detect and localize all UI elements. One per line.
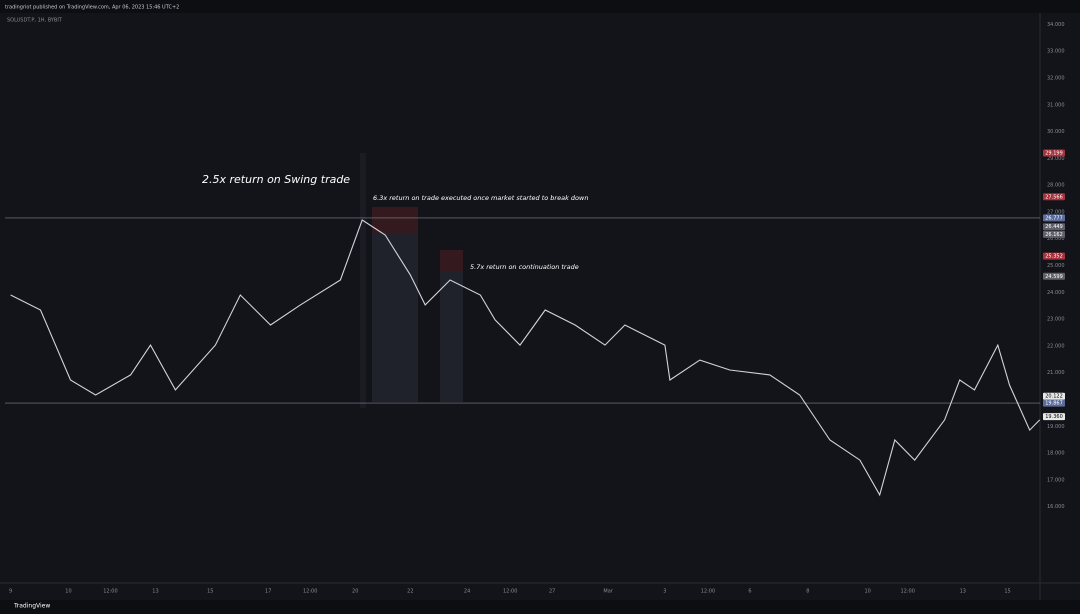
y-tick-label: 24.000 <box>1047 290 1065 296</box>
price-label: 29.199 <box>1045 151 1063 157</box>
y-tick-label: 22.000 <box>1047 343 1065 349</box>
annotation: 5.7x return on continuation trade <box>470 263 579 271</box>
stop-zone <box>372 207 418 233</box>
price-label: 19.360 <box>1045 414 1063 420</box>
price-label-box <box>1043 392 1065 400</box>
y-tick-label: 30.000 <box>1047 129 1065 135</box>
x-tick-label: 13 <box>152 589 158 595</box>
y-tick-label: 18.000 <box>1047 451 1065 457</box>
x-tick-label: 8 <box>806 589 809 595</box>
target-zone <box>440 272 463 402</box>
x-tick-label: 12:00 <box>701 589 715 595</box>
price-label: 24.599 <box>1045 274 1063 280</box>
x-tick-label: 22 <box>407 589 413 595</box>
price-label-box <box>1043 252 1065 260</box>
y-tick-label: 34.000 <box>1047 22 1065 28</box>
header-bar <box>0 0 1080 13</box>
y-tick-label: 28.000 <box>1047 183 1065 189</box>
price-line <box>10 219 1041 497</box>
x-tick-label: 3 <box>663 589 666 595</box>
footer: TradingView <box>13 603 50 610</box>
x-tick-label: 6 <box>748 589 751 595</box>
y-tick-label: 23.000 <box>1047 317 1065 323</box>
price-label: 27.566 <box>1045 194 1063 200</box>
x-tick-label: 12:00 <box>503 589 517 595</box>
price-label: 25.352 <box>1045 254 1063 260</box>
price-label: 20.122 <box>1045 394 1063 400</box>
price-label: 26.449 <box>1045 224 1063 230</box>
y-tick-label: 25.000 <box>1047 263 1065 269</box>
price-label: 26.162 <box>1045 232 1063 238</box>
y-tick-label: 32.000 <box>1047 75 1065 81</box>
y-tick-label: 31.000 <box>1047 102 1065 108</box>
x-tick-label: 13 <box>960 589 966 595</box>
trade-box <box>360 153 366 408</box>
price-label-box <box>1043 214 1065 222</box>
y-tick-label: 21.000 <box>1047 370 1065 376</box>
x-tick-label: 9 <box>9 589 12 595</box>
y-tick-label: 33.000 <box>1047 49 1065 55</box>
header: tradingriot published on TradingView.com… <box>5 5 179 11</box>
footer-bar <box>0 600 1080 614</box>
x-tick-label: 12:00 <box>103 589 117 595</box>
y-tick-label: 29.000 <box>1047 156 1065 162</box>
price-label-box <box>1043 230 1065 238</box>
x-tick-label: 12:00 <box>900 589 914 595</box>
x-tick-label: 15 <box>207 589 213 595</box>
x-tick-label: 20 <box>352 589 358 595</box>
x-tick-label: 17 <box>265 589 271 595</box>
price-label-box <box>1043 223 1065 231</box>
y-tick-label: 19.000 <box>1047 424 1065 430</box>
y-tick-label: 17.000 <box>1047 477 1065 483</box>
symbol: SOLUSDT.P, 1H, BYBIT <box>7 18 63 24</box>
y-tick-label: 27.000 <box>1047 209 1065 215</box>
x-tick-label: 10 <box>864 589 870 595</box>
price-label: 19.867 <box>1045 401 1063 407</box>
price-label: 26.777 <box>1045 215 1063 221</box>
y-tick-label: 26.000 <box>1047 236 1065 242</box>
x-tick-label: 15 <box>1004 589 1010 595</box>
x-tick-label: 27 <box>549 589 555 595</box>
price-label-box <box>1043 399 1065 407</box>
x-tick-label: 10 <box>65 589 71 595</box>
price-label-box <box>1043 413 1065 421</box>
stop-zone <box>440 250 463 272</box>
price-label-box <box>1043 193 1065 201</box>
price-label-box <box>1043 149 1065 157</box>
annotation: 2.5x return on Swing trade <box>202 173 350 186</box>
annotation: 6.3x return on trade executed once marke… <box>373 194 588 202</box>
x-tick-label: 12:00 <box>303 589 317 595</box>
price-label-box <box>1043 272 1065 280</box>
y-tick-label: 16.000 <box>1047 504 1065 510</box>
target-zone <box>372 233 418 402</box>
x-tick-label: Mar <box>603 589 613 595</box>
x-tick-label: 24 <box>464 589 470 595</box>
